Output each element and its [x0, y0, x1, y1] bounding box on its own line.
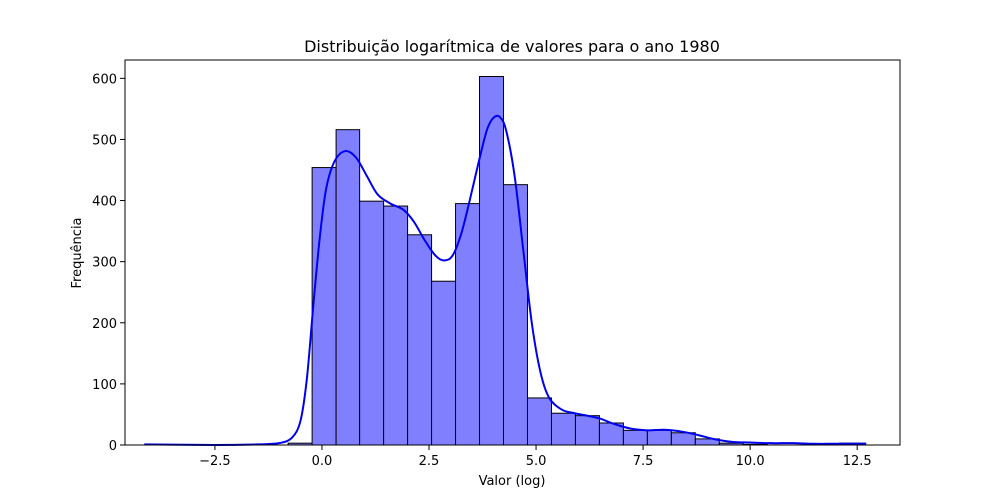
y-tick-label: 100 — [92, 378, 117, 393]
histogram-bar — [646, 429, 672, 446]
y-axis-label: Frequência — [70, 217, 85, 288]
histogram-bar — [383, 205, 409, 446]
histogram-bar — [574, 415, 600, 446]
y-tick-label: 200 — [92, 317, 117, 332]
y-tick-label: 400 — [92, 195, 117, 210]
histogram-bar — [479, 76, 505, 446]
chart-title: Distribuição logarítmica de valores para… — [304, 37, 720, 56]
y-tick-label: 500 — [92, 133, 117, 148]
y-tick-label: 300 — [92, 256, 117, 271]
histogram-bar — [550, 412, 576, 446]
y-tick-label: 0 — [109, 439, 117, 454]
x-tick-label: 7.5 — [633, 454, 654, 469]
y-axis: 0 100 200 300 400 500 600 — [92, 72, 125, 454]
x-tick-label: 0.0 — [312, 454, 333, 469]
x-tick-label: 10.0 — [736, 454, 765, 469]
x-axis: −2.5 0.0 2.5 5.0 7.5 10.0 12.5 — [199, 445, 872, 469]
histogram-bar — [431, 280, 457, 446]
histogram-bar — [622, 429, 648, 446]
kde-line — [144, 114, 866, 447]
histogram-bar — [335, 129, 361, 446]
x-tick-label: −2.5 — [199, 454, 231, 469]
histogram-bar — [359, 200, 385, 446]
x-tick-label: 2.5 — [419, 454, 440, 469]
x-tick-label: 5.0 — [526, 454, 547, 469]
histogram-bar — [407, 234, 433, 446]
x-tick-label: 12.5 — [843, 454, 872, 469]
x-axis-label: Valor (log) — [479, 474, 546, 489]
plot-frame — [124, 59, 901, 446]
histogram-bar — [526, 397, 552, 446]
y-tick-label: 600 — [92, 72, 117, 87]
histogram-bar — [503, 184, 528, 446]
bars-group — [287, 76, 867, 446]
